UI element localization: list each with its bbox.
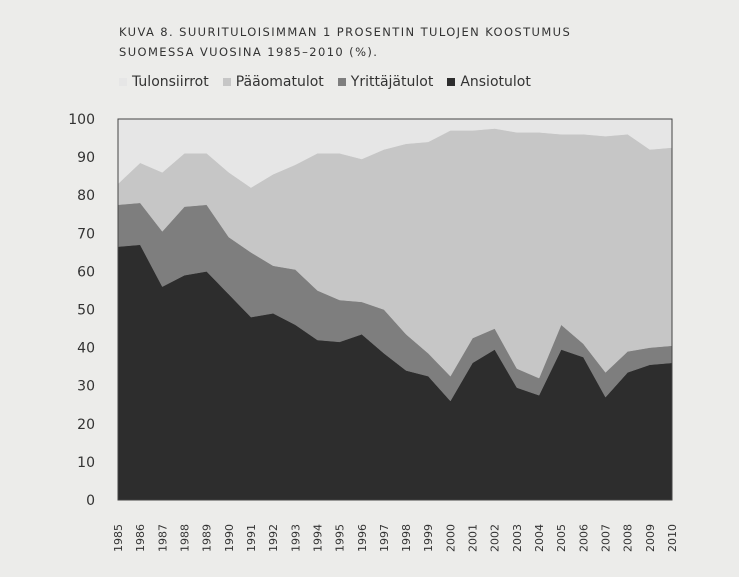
- x-tick-label-2010: 2010: [666, 524, 679, 552]
- y-tick-label-100: 100: [68, 112, 95, 128]
- x-tick-label-1997: 1997: [378, 524, 391, 552]
- x-tick-label-1992: 1992: [267, 524, 280, 552]
- x-tick-label-1991: 1991: [245, 524, 258, 552]
- y-tick-label-0: 0: [86, 493, 95, 509]
- x-tick-label-1987: 1987: [156, 524, 169, 552]
- legend-swatch-tulonsiirrot: [119, 78, 127, 86]
- x-tick-label-2004: 2004: [533, 524, 546, 552]
- y-tick-label-30: 30: [77, 379, 95, 395]
- x-tick-label-1988: 1988: [178, 524, 191, 552]
- x-tick-label-2003: 2003: [511, 524, 524, 552]
- x-tick-label-1989: 1989: [201, 524, 214, 552]
- y-tick-label-70: 70: [77, 226, 95, 242]
- legend-swatch-paaomatulot: [222, 78, 231, 86]
- x-tick-label-2000: 2000: [444, 524, 457, 552]
- x-tick-label-1985: 1985: [112, 524, 125, 552]
- legend-label-paaomatulot: Pääomatulot: [235, 74, 324, 90]
- x-tick-label-2008: 2008: [622, 524, 635, 552]
- x-tick-label-2001: 2001: [467, 524, 480, 552]
- x-tick-label-1999: 1999: [422, 524, 435, 552]
- x-tick-label-2005: 2005: [555, 524, 568, 552]
- x-tick-label-1994: 1994: [311, 524, 324, 552]
- chart-legend: Tulonsiirrot Pääomatulot Yrittäjätulot Ansi…: [119, 71, 545, 93]
- x-tick-label-2009: 2009: [644, 524, 657, 552]
- chart-title-line-2: SUOMESSA VUOSINA 1985–2010 (%).: [119, 45, 379, 59]
- y-tick-label-80: 80: [77, 188, 95, 204]
- x-tick-label-1996: 1996: [356, 524, 369, 552]
- legend-item-yrittajatulot: Yrittäjätulot: [337, 74, 434, 90]
- y-tick-label-90: 90: [77, 150, 95, 166]
- legend-label-yrittajatulot: Yrittäjätulot: [350, 74, 434, 90]
- legend-swatch-ansiotulot: [447, 78, 456, 86]
- y-tick-label-50: 50: [77, 303, 95, 319]
- x-tick-label-1986: 1986: [134, 524, 147, 552]
- legend-item-ansiotulot: Ansiotulot: [447, 74, 531, 90]
- x-tick-label-2007: 2007: [600, 524, 613, 552]
- x-tick-label-2006: 2006: [577, 524, 590, 552]
- y-tick-label-20: 20: [77, 417, 95, 433]
- legend-item-tulonsiirrot: Tulonsiirrot: [119, 74, 209, 90]
- y-tick-label-60: 60: [77, 264, 95, 280]
- y-tick-label-40: 40: [77, 341, 95, 357]
- legend-label-tulonsiirrot: Tulonsiirrot: [132, 74, 209, 90]
- y-tick-label-10: 10: [77, 455, 95, 471]
- x-tick-label-1993: 1993: [289, 524, 302, 552]
- x-tick-label-1998: 1998: [400, 524, 413, 552]
- x-tick-label-1995: 1995: [334, 524, 347, 552]
- legend-label-ansiotulot: Ansiotulot: [460, 74, 531, 90]
- x-tick-label-2002: 2002: [489, 524, 502, 552]
- plot-frame: [117, 118, 673, 501]
- chart-title-line-1: KUVA 8. SUURITULOISIMMAN 1 PROSENTIN TUL…: [119, 25, 572, 39]
- legend-swatch-yrittajatulot: [337, 78, 346, 86]
- legend-item-paaomatulot: Pääomatulot: [222, 74, 324, 90]
- x-tick-label-1990: 1990: [223, 524, 236, 552]
